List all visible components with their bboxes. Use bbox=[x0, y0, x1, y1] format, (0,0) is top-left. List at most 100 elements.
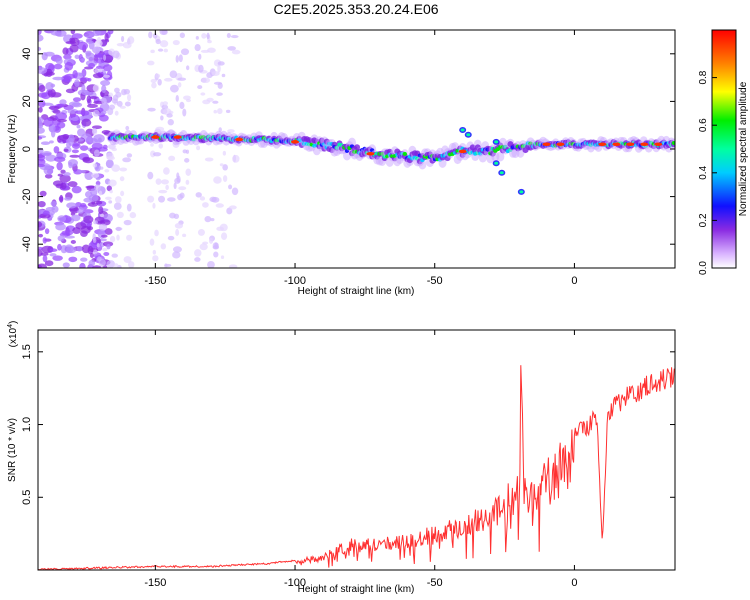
spectrogram-cell bbox=[97, 256, 102, 262]
spectrogram-cell bbox=[72, 97, 82, 102]
spectrogram-cell bbox=[49, 140, 54, 144]
spectrogram-cell bbox=[222, 164, 228, 171]
spectrogram-cell bbox=[95, 180, 101, 186]
spectrogram-cell bbox=[213, 176, 222, 184]
spectrogram-cell bbox=[87, 202, 98, 207]
spectrogram-cell bbox=[108, 104, 116, 110]
spectrogram-cell bbox=[80, 202, 87, 208]
y-tick-label: 0.5 bbox=[21, 490, 33, 505]
spectrogram-cell bbox=[63, 172, 71, 177]
spectrogram-cell bbox=[210, 217, 215, 222]
spectrogram-cell bbox=[213, 251, 219, 258]
spectrogram-cell bbox=[109, 235, 116, 243]
spectrogram-cell bbox=[124, 101, 131, 107]
spectrogram-cell bbox=[123, 256, 132, 264]
spectrogram-cell bbox=[209, 196, 217, 203]
colorbar-tick-label: 0.6 bbox=[698, 118, 709, 132]
spectrogram-cell bbox=[169, 84, 179, 93]
spectrogram-cell bbox=[215, 203, 224, 208]
spectrogram-cell bbox=[42, 255, 48, 263]
spectrogram-cell bbox=[75, 202, 82, 208]
spectrogram-cell bbox=[185, 179, 190, 185]
spectrogram-cell bbox=[40, 141, 51, 146]
spectrogram-cell bbox=[71, 116, 79, 121]
spectrogram-cell bbox=[226, 33, 231, 39]
spectrogram-cell bbox=[178, 54, 183, 63]
spectrogram-cell bbox=[214, 242, 218, 249]
spectrogram-cell bbox=[55, 223, 66, 231]
spectrogram-cell bbox=[202, 202, 209, 208]
spectrogram-cell bbox=[150, 143, 154, 147]
x-tick-label: -150 bbox=[144, 577, 166, 589]
spectrogram-cell bbox=[494, 140, 499, 144]
spectrogram-cell bbox=[38, 201, 46, 208]
spectrogram-cell bbox=[213, 81, 223, 85]
spectrogram-cell bbox=[152, 255, 159, 262]
spectrogram-cell bbox=[158, 189, 168, 194]
spectrogram-cell bbox=[104, 228, 113, 235]
spectrogram-cell bbox=[93, 149, 100, 157]
spectrogram-cell bbox=[105, 196, 112, 201]
spectrogram-cell bbox=[159, 40, 169, 48]
spectrogram-cell bbox=[155, 178, 162, 185]
spectrogram-cell bbox=[84, 190, 93, 198]
spectrogram-cell bbox=[84, 171, 94, 181]
spectrogram-cell bbox=[86, 95, 92, 104]
spectrogram-cell bbox=[44, 173, 53, 179]
spectrogram-cell bbox=[108, 92, 114, 98]
snr-frame bbox=[37, 329, 676, 571]
spectrogram-cell bbox=[79, 58, 85, 62]
spectrogram-cell bbox=[98, 206, 104, 215]
spectrogram-cell bbox=[149, 238, 155, 246]
spectrogram-cell bbox=[204, 157, 214, 162]
colorbar-scale bbox=[711, 29, 737, 269]
spectrogram-cell bbox=[128, 261, 135, 268]
spectrogram-cell bbox=[92, 233, 96, 241]
spectrogram-cell bbox=[77, 41, 89, 51]
spectrogram-cell bbox=[45, 206, 56, 211]
spectrogram-cell bbox=[92, 128, 98, 136]
spectrogram-cell bbox=[126, 234, 133, 241]
spectrogram-cell bbox=[222, 175, 228, 183]
spectrogram-cell bbox=[160, 243, 167, 250]
spectrogram-cell bbox=[115, 196, 122, 204]
spectrogram-cell bbox=[216, 92, 223, 96]
spectrogram-cell bbox=[116, 211, 124, 219]
spectrogram-cell bbox=[194, 43, 201, 52]
spectrogram-panel: -150 -100 -50 0 40 20 0 -20 -40 Height of strai… bbox=[7, 29, 676, 297]
spectrogram-cell bbox=[198, 53, 202, 60]
spectrogram-cell bbox=[72, 143, 80, 147]
spectrogram-cell bbox=[106, 243, 111, 250]
spectrogram-cell bbox=[123, 88, 131, 95]
spectrogram-cell bbox=[185, 149, 190, 154]
spectrogram-cell bbox=[45, 68, 53, 78]
spectrogram-cell bbox=[199, 196, 206, 201]
spectrogram-cell bbox=[152, 202, 156, 209]
spectrogram-cell bbox=[172, 246, 182, 253]
spectrogram-cell bbox=[41, 52, 48, 61]
spectrogram-cell bbox=[79, 77, 90, 82]
colorbar: 0.0 0.2 0.4 0.6 0.8 Normalized spectral ampl… bbox=[698, 29, 749, 275]
spectrogram-cell bbox=[38, 233, 44, 238]
spectrogram-cell bbox=[96, 36, 102, 45]
spectrogram-cell bbox=[71, 102, 83, 108]
spectrogram-cell bbox=[76, 245, 83, 252]
spectrogram-cell bbox=[44, 260, 54, 267]
spectrogram-cell bbox=[70, 214, 81, 222]
spectrogram-cell bbox=[125, 125, 130, 131]
spectrogram-cell bbox=[173, 135, 182, 139]
spectrogram-cell bbox=[186, 65, 190, 71]
spectrogram-cell bbox=[76, 207, 84, 214]
spectrogram-cell bbox=[418, 159, 427, 170]
x-tick-label: -50 bbox=[427, 577, 443, 589]
spectrogram-cell bbox=[167, 235, 175, 241]
spectrogram-cell bbox=[44, 228, 50, 235]
spectrogram-cell bbox=[173, 182, 177, 190]
spectrogram-cell bbox=[197, 229, 205, 236]
spectrogram-cell bbox=[178, 186, 187, 191]
spectrogram-cell bbox=[57, 243, 62, 251]
spectrogram-cell bbox=[70, 30, 76, 35]
spectrogram-cell bbox=[119, 167, 128, 172]
spectrogram-cell bbox=[99, 213, 105, 218]
spectrogram-cell bbox=[89, 95, 98, 100]
